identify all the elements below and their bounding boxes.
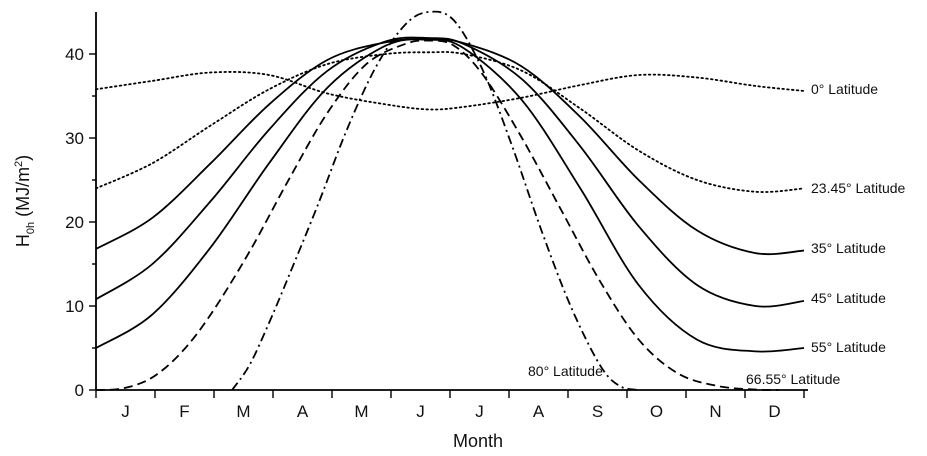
x-tick-label: M (354, 402, 368, 421)
series-labels: 0° Latitude 23.45° Latitude 35° Latitude 45… (528, 81, 906, 387)
x-tick-label: J (475, 402, 484, 421)
y-tick-label: 40 (65, 45, 84, 64)
series-line (95, 39, 779, 391)
series-line (231, 10, 639, 391)
x-tick-label: F (179, 402, 189, 421)
x-tick-label: S (592, 402, 603, 421)
y-ticks: 0 10 20 30 40 (65, 45, 96, 400)
series-label: 23.45° Latitude (811, 180, 906, 196)
series-line (95, 37, 805, 256)
series-line (95, 36, 805, 308)
y-tick-label: 30 (65, 129, 84, 148)
series-line (95, 38, 805, 353)
axes (95, 12, 808, 391)
x-tick-label: A (297, 402, 309, 421)
x-tick-label: O (650, 402, 663, 421)
y-axis-title: H0h (MJ/m2) (13, 155, 37, 247)
y-axis-title-sub: 0h (25, 222, 37, 234)
x-tick-label: J (121, 402, 130, 421)
y-tick-label: 20 (65, 213, 84, 232)
x-tick-label: A (533, 402, 545, 421)
series-line (95, 71, 805, 111)
series-label: 35° Latitude (811, 240, 886, 256)
series-label: 45° Latitude (811, 290, 886, 306)
x-tick-label: D (768, 402, 780, 421)
y-axis-title-sup: 2 (13, 161, 25, 167)
x-tick-label: N (709, 402, 721, 421)
x-tick-label: J (416, 402, 425, 421)
y-axis-title-main: H (13, 234, 33, 247)
x-axis-title: Month (453, 431, 503, 451)
y-tick-label: 0 (75, 381, 84, 400)
series-lines (95, 10, 805, 391)
y-axis-title-close: ) (13, 155, 33, 161)
series-line (95, 51, 805, 193)
series-label: 66.55° Latitude (746, 371, 841, 387)
x-tick-label: M (236, 402, 250, 421)
y-axis-title-unit: (MJ/m (13, 167, 33, 222)
y-tick-label: 10 (65, 297, 84, 316)
series-label: 80° Latitude (528, 363, 603, 379)
series-label: 55° Latitude (811, 339, 886, 355)
series-label: 0° Latitude (811, 81, 878, 97)
